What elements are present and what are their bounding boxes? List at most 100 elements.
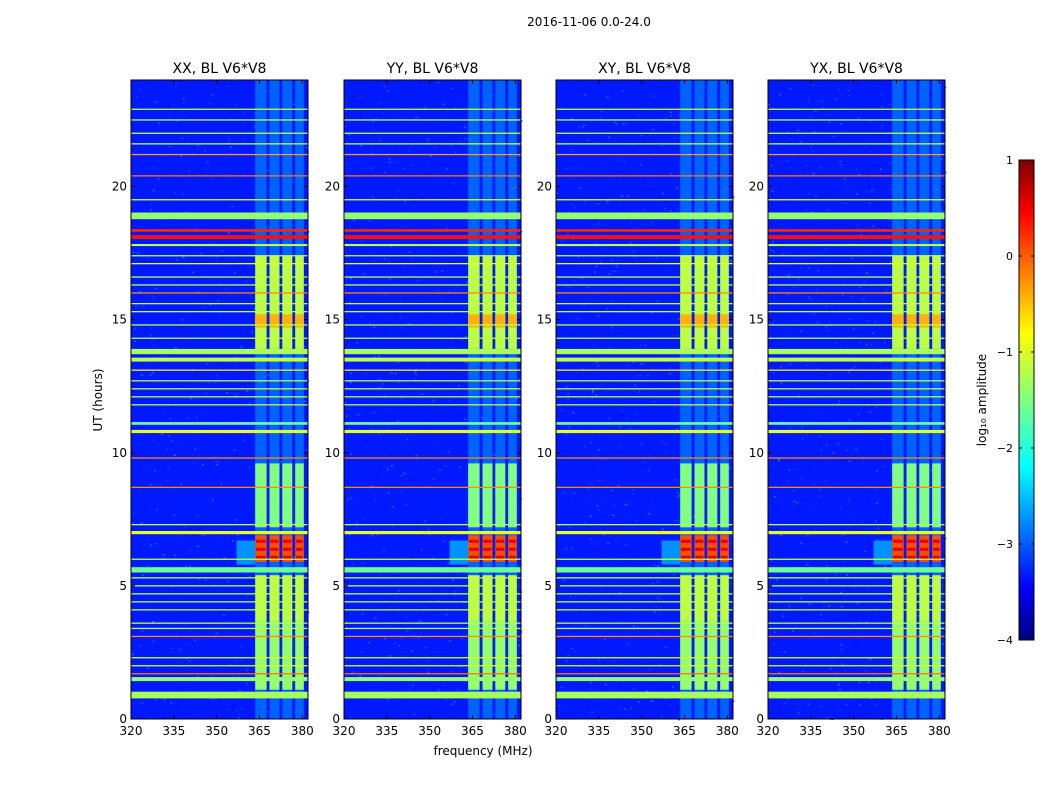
- time-band: [344, 635, 521, 638]
- noise-speck: [784, 164, 787, 166]
- noise-speck: [183, 147, 186, 149]
- noise-speck: [780, 382, 783, 385]
- noise-speck: [454, 347, 456, 350]
- colorbar-tick-label: −3: [997, 538, 1013, 551]
- noise-speck: [572, 148, 574, 151]
- noise-speck: [768, 285, 771, 288]
- noise-speck: [794, 305, 796, 307]
- noise-speck: [871, 317, 873, 320]
- noise-speck: [674, 137, 676, 139]
- noise-speck: [669, 373, 671, 375]
- colorbar-ticks: 10−1−2−3−4: [997, 154, 1034, 647]
- y-tick-label: 0: [544, 712, 552, 726]
- noise-speck: [182, 193, 184, 195]
- noise-speck: [516, 186, 518, 188]
- noise-speck: [598, 509, 600, 511]
- rfi-hotspot: [695, 547, 704, 551]
- noise-speck: [655, 606, 657, 608]
- noise-speck: [799, 141, 802, 143]
- noise-speck: [254, 195, 256, 197]
- rfi-block: [295, 314, 304, 328]
- noise-speck: [780, 534, 782, 536]
- noise-speck: [192, 441, 194, 444]
- noise-speck: [703, 87, 706, 89]
- noise-speck: [807, 388, 809, 391]
- noise-speck: [805, 427, 807, 430]
- noise-speck: [198, 502, 200, 504]
- noise-speck: [135, 489, 138, 492]
- noise-speck: [776, 528, 778, 530]
- rfi-block: [508, 314, 517, 328]
- noise-speck: [305, 304, 307, 307]
- x-tick-label: 335: [587, 724, 610, 738]
- noise-speck: [404, 298, 406, 300]
- noise-speck: [565, 393, 567, 396]
- noise-speck: [397, 190, 399, 192]
- y-tick-label: 5: [119, 579, 127, 593]
- time-band: [131, 369, 308, 371]
- noise-speck: [840, 505, 843, 507]
- noise-speck: [609, 682, 611, 685]
- noise-speck: [249, 469, 252, 472]
- noise-speck: [823, 421, 825, 423]
- noise-speck: [402, 116, 404, 119]
- noise-speck: [675, 681, 678, 684]
- noise-speck: [569, 633, 572, 635]
- noise-speck: [162, 556, 164, 559]
- rfi-hotspot: [270, 539, 279, 543]
- noise-speck: [383, 257, 386, 260]
- noise-speck: [132, 666, 134, 668]
- noise-speck: [837, 712, 840, 714]
- noise-speck: [179, 329, 181, 331]
- noise-speck: [842, 462, 845, 464]
- noise-speck: [789, 629, 791, 631]
- noise-speck: [350, 381, 352, 384]
- noise-speck: [793, 468, 795, 470]
- noise-speck: [596, 542, 598, 544]
- time-band: [768, 119, 945, 121]
- noise-speck: [360, 651, 362, 654]
- noise-speck: [449, 157, 452, 159]
- time-band: [768, 153, 945, 156]
- noise-speck: [417, 332, 419, 334]
- time-band: [131, 593, 308, 595]
- noise-speck: [291, 509, 294, 512]
- noise-speck: [367, 252, 369, 254]
- time-band: [344, 119, 521, 121]
- noise-speck: [240, 659, 243, 661]
- time-band: [131, 292, 308, 294]
- noise-speck: [626, 179, 628, 181]
- noise-speck: [642, 515, 644, 517]
- noise-speck: [648, 513, 651, 515]
- noise-speck: [646, 551, 648, 553]
- y-tick-label: 15: [749, 313, 764, 327]
- time-band: [556, 324, 733, 326]
- noise-speck: [434, 589, 436, 592]
- noise-speck: [573, 167, 575, 169]
- noise-speck: [386, 611, 388, 613]
- noise-speck: [350, 325, 352, 328]
- noise-speck: [280, 135, 282, 137]
- noise-speck: [373, 493, 375, 495]
- noise-speck: [305, 402, 307, 405]
- noise-speck: [664, 453, 667, 456]
- noise-speck: [410, 597, 412, 599]
- noise-speck: [849, 712, 852, 715]
- noise-speck: [800, 712, 802, 715]
- noise-speck: [841, 605, 843, 608]
- noise-speck: [577, 565, 579, 568]
- noise-speck: [222, 191, 225, 193]
- noise-speck: [345, 580, 348, 583]
- rfi-hotspot: [496, 555, 505, 559]
- noise-speck: [479, 363, 481, 365]
- noise-speck: [437, 557, 440, 559]
- noise-speck: [648, 659, 651, 661]
- noise-speck: [817, 269, 819, 272]
- noise-speck: [203, 438, 206, 440]
- time-band: [556, 665, 733, 667]
- noise-speck: [774, 448, 777, 451]
- noise-speck: [859, 159, 861, 161]
- noise-speck: [612, 580, 614, 582]
- noise-speck: [941, 596, 943, 598]
- noise-speck: [598, 222, 600, 224]
